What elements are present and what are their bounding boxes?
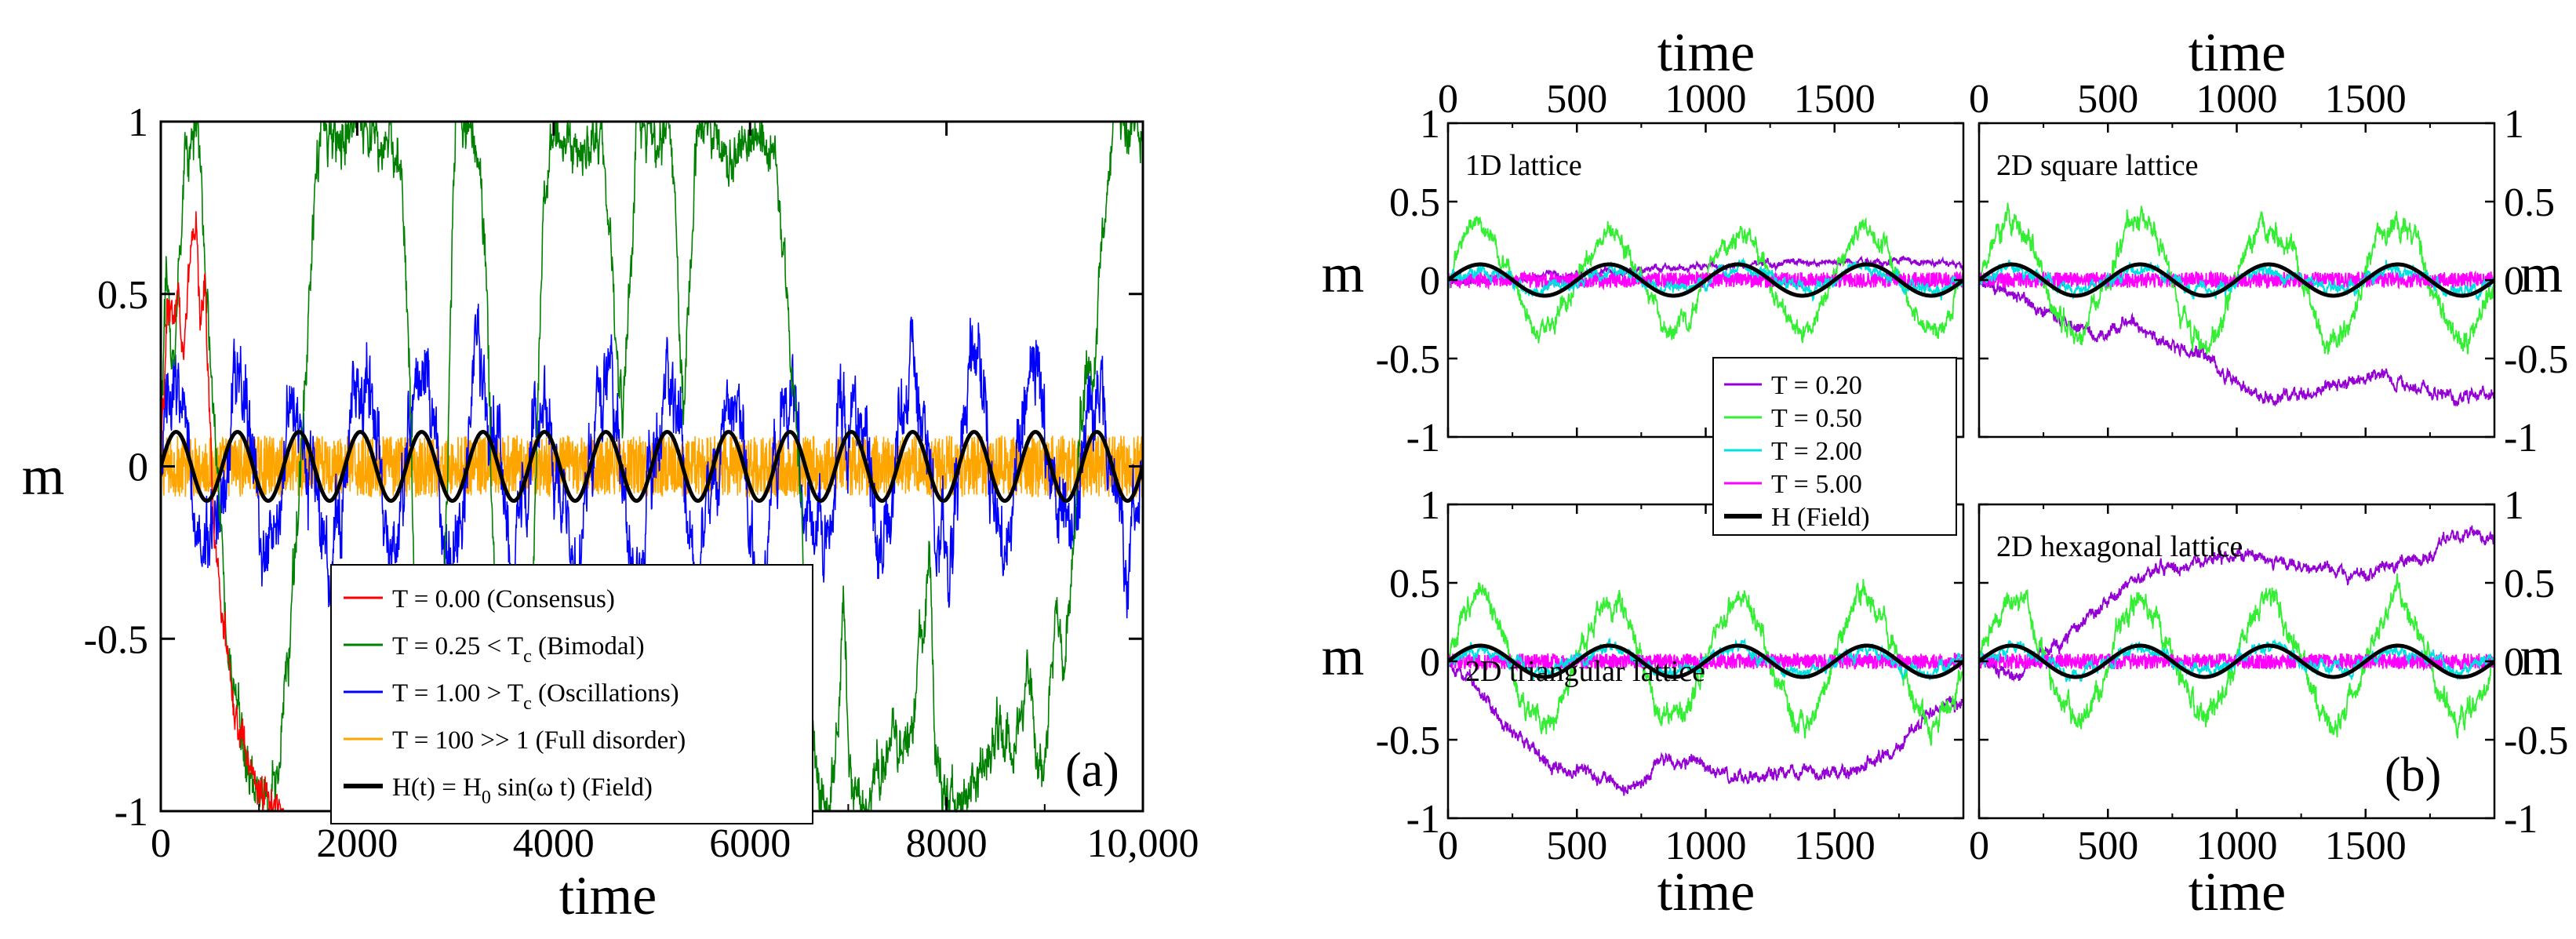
tick-label-a-y-4: -1 [115,790,148,835]
panel-a-ticks: 0 2000 4000 6000 8000 10,000 1 0.5 0 -0.5 -1 [84,100,1199,866]
tick-label-b-x: 500 [2077,824,2138,868]
series-b3-field [1979,643,2494,679]
tick-label-b-x: 500 [2077,77,2138,122]
tick-label-b-x: 1000 [2196,824,2278,868]
series-b2-t-5-00 [1448,651,1963,672]
tick-label-b-x: 1000 [2196,77,2278,122]
panel-b-ylabel-bottom-right: m [2520,627,2563,687]
tick-label-b-y: -0.5 [1376,719,1440,763]
tick-label-b-y: -0.5 [2504,337,2568,382]
tick-label-a-y-1: 0.5 [97,273,148,318]
tick-label-b-y: -0.5 [2504,719,2568,763]
subplot-title: 2D hexagonal lattice [1996,530,2243,563]
legend-a-label-1: T = 0.25 < Tc (Bimodal) [392,632,645,667]
panel-b-ylabel-bottom-left: m [1322,627,1364,687]
series-a-t-0-00-consensus [161,211,285,812]
series-b1-t-0-20 [1979,275,2494,407]
tick-label-a-y-2: 0 [128,446,148,490]
panel-a-legend: T = 0.00 (Consensus) T = 0.25 < Tc (Bimo… [330,564,813,824]
tick-label-b-y: 0.5 [1389,180,1440,225]
series-b2-t-0-50 [1448,578,1963,746]
tick-label-b-y: -1 [1406,797,1440,842]
legend-b-label-4: H (Field) [1771,503,1870,532]
subplot-2d-triangular-lattice: 2D triangular lattice 0 500 1000 1500 1 0.5 0 -0… [1376,483,1965,868]
legend-b-label-2: T = 2.00 [1771,437,1862,466]
legend-b-label-0: T = 0.20 [1771,371,1862,400]
tick-label-b-y: 1 [1420,483,1440,528]
tick-label-b-y: 1 [2504,102,2524,147]
tick-label-b-y: -1 [1406,416,1440,460]
tick-label-b-y: -0.5 [1376,337,1440,382]
series-b2-field [1448,643,1963,679]
legend-a-label-3: T = 100 >> 1 (Full disorder) [392,726,686,755]
subplot-title: 2D triangular lattice [1465,655,1705,688]
panel-b-xlabel-bottom-left: time [1657,862,1755,923]
panel-a-xlabel: time [559,866,657,926]
panel-b-xlabel-top-right: time [2189,23,2286,83]
tick-label-a-x-5: 10,000 [1087,821,1199,866]
tick-label-b-y: -1 [2504,797,2538,842]
tick-label-b-y: 0 [1420,640,1440,685]
series-b0-t-5-00 [1448,270,1963,291]
tick-label-b-x: 1000 [1665,77,1747,122]
subplot-2d-hexagonal-lattice: 2D hexagonal lattice 0 500 1000 1500 1 0.5 0 -0.… [1969,483,2568,868]
tick-label-b-x: 1500 [1794,77,1876,122]
tick-label-b-x: 1500 [2325,77,2407,122]
tick-label-b-x: 1500 [1794,824,1876,868]
tick-label-b-x: 0 [1969,824,1989,868]
tick-label-b-y: 1 [2504,483,2524,528]
tick-label-b-x: 0 [1438,77,1458,122]
tick-label-b-y: 0.5 [2504,180,2555,225]
tick-label-a-y-3: -0.5 [84,617,148,662]
subplot-title: 2D square lattice [1996,149,2198,182]
tick-label-b-x: 0 [1438,824,1458,868]
series-b3-t-0-50 [1979,573,2494,739]
tick-label-a-x-1: 2000 [316,821,398,866]
tick-label-b-x: 500 [1546,77,1607,122]
legend-a-label-2: T = 1.00 > Tc (Oscillations) [392,679,679,714]
tick-label-a-x-0: 0 [151,821,171,866]
tick-label-b-x: 1000 [1665,824,1747,868]
tick-label-b-y: 0.5 [2504,562,2555,606]
legend-b-label-3: T = 5.00 [1771,470,1862,499]
panel-a-tag: (a) [1065,744,1119,797]
series-a-h-t-h-0-sin-t-field [161,430,1143,503]
tick-label-b-y: 1 [1420,102,1440,147]
tick-label-b-y: -1 [2504,416,2538,460]
tick-label-b-x: 1500 [2325,824,2407,868]
series-b1-field [1979,262,2494,298]
tick-label-a-x-3: 6000 [709,821,791,866]
tick-label-a-y-0: 1 [128,100,148,145]
tick-label-b-x: 500 [1546,824,1607,868]
tick-label-b-y: 0 [2504,640,2524,685]
panel-b-tag: (b) [2385,748,2441,802]
panel-b-xlabel-bottom-right: time [2189,862,2286,923]
panel-b-legend: T = 0.20 T = 0.50 T = 2.00 T = 5.00 H (F… [1712,357,1957,536]
panel-b-ylabel-top-left: m [1322,244,1364,304]
series-b0-t-2-00 [1448,257,1963,303]
legend-a-label-0: T = 0.00 (Consensus) [392,585,615,613]
legend-b-label-1: T = 0.50 [1771,404,1862,433]
series-a-t-1-00-t-c-oscillations [161,304,1143,626]
subplot-title: 1D lattice [1465,149,1582,182]
tick-label-a-x-2: 4000 [513,821,595,866]
panel-b-xlabel-top-left: time [1657,23,1755,83]
panel-a-ylabel: m [22,446,64,507]
series-b3-t-0-20 [1979,525,2494,682]
tick-label-b-x: 0 [1969,77,1989,122]
tick-label-b-y: 0 [2504,259,2524,304]
series-b2-t-0-20 [1448,658,1963,796]
tick-label-b-y: 0.5 [1389,562,1440,606]
series-b0-field [1448,262,1963,298]
tick-label-a-x-4: 8000 [906,821,988,866]
series-a-t-100-1-full-disorder [161,435,1143,497]
legend-a-label-4: H(t) = H0 sin(ω t) (Field) [392,773,653,808]
panel-b-ylabel-top-right: m [2520,244,2563,304]
tick-label-b-y: 0 [1420,259,1440,304]
